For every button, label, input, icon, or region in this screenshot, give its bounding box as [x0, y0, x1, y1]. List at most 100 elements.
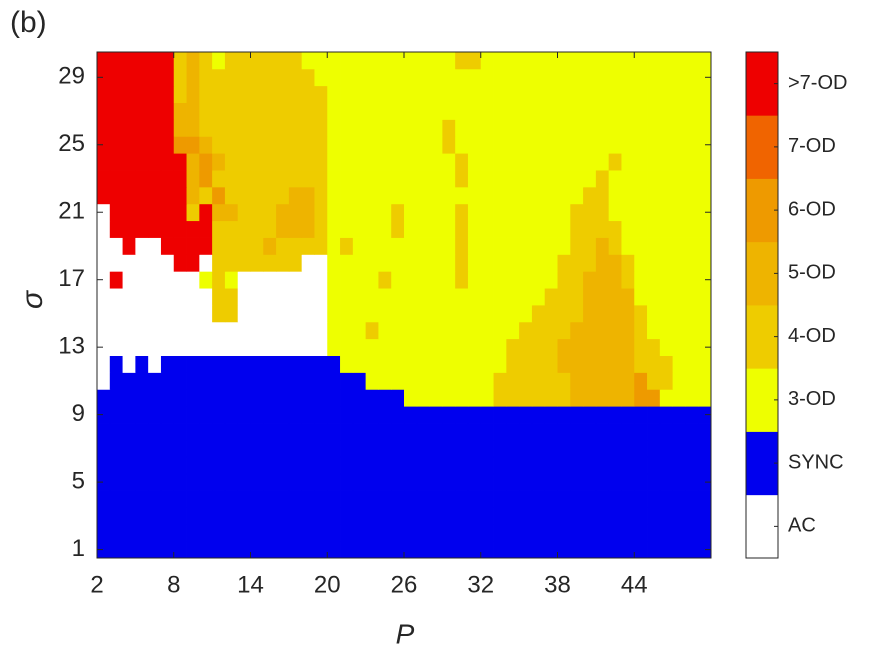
heatmap-cell — [429, 203, 443, 222]
heatmap-cell — [365, 355, 379, 373]
heatmap-cell — [160, 338, 175, 356]
heatmap-cell — [365, 288, 379, 306]
heatmap-cell — [199, 186, 213, 205]
heatmap-cell — [122, 254, 136, 272]
heatmap-cell — [493, 102, 507, 120]
heatmap-cell — [647, 456, 661, 475]
heatmap-cell — [672, 389, 686, 407]
heatmap-cell — [365, 136, 379, 154]
heatmap-cell — [263, 102, 277, 120]
heatmap-cell — [148, 102, 162, 120]
heatmap-cell — [455, 102, 469, 120]
heatmap-cell — [237, 423, 251, 441]
x-tick-label: 14 — [237, 571, 264, 598]
heatmap-cell — [416, 372, 430, 390]
heatmap-cell — [544, 52, 558, 70]
heatmap-cell — [276, 321, 290, 340]
heatmap-cell — [455, 524, 469, 542]
heatmap-cell — [250, 119, 264, 137]
heatmap-cell — [288, 288, 303, 306]
heatmap-cell — [685, 372, 699, 390]
heatmap-cell — [416, 153, 430, 171]
colorbar-swatch — [746, 305, 778, 369]
heatmap-cell — [621, 507, 635, 525]
heatmap-cell — [519, 456, 533, 475]
heatmap-cell — [634, 52, 648, 70]
heatmap-cell — [480, 136, 494, 154]
heatmap-cell — [352, 203, 367, 222]
heatmap-cell — [659, 186, 674, 205]
heatmap-cell — [352, 321, 367, 340]
heatmap-cell — [160, 170, 175, 188]
heatmap-cell — [570, 186, 584, 205]
heatmap-cell — [314, 406, 328, 424]
heatmap-cell — [634, 136, 648, 154]
heatmap-cell — [148, 524, 162, 542]
heatmap-cell — [186, 220, 200, 238]
heatmap-cell — [391, 372, 405, 390]
heatmap-cell — [416, 85, 430, 103]
heatmap-cell — [621, 473, 635, 491]
heatmap-cell — [263, 271, 277, 289]
heatmap-cell — [148, 372, 162, 390]
heatmap-cell — [493, 170, 507, 188]
heatmap-cell — [391, 338, 405, 356]
heatmap-cell — [557, 473, 571, 491]
heatmap-cell — [583, 406, 597, 424]
heatmap-cell — [519, 439, 533, 458]
heatmap-cell — [519, 203, 533, 222]
heatmap-cell — [276, 490, 290, 508]
heatmap-cell — [595, 507, 610, 525]
heatmap-cell — [391, 439, 405, 458]
heatmap-cell — [506, 170, 520, 188]
heatmap-cell — [263, 541, 277, 559]
heatmap-cell — [148, 541, 162, 559]
heatmap-cell — [647, 220, 661, 238]
heatmap-cell — [237, 186, 251, 205]
heatmap-cell — [391, 355, 405, 373]
heatmap-cell — [595, 423, 610, 441]
heatmap-cell — [659, 271, 674, 289]
heatmap-cell — [685, 490, 699, 508]
heatmap-cell — [250, 186, 264, 205]
heatmap-cell — [531, 524, 546, 542]
heatmap-cell — [544, 439, 558, 458]
heatmap-cell — [455, 439, 469, 458]
heatmap-cell — [97, 524, 111, 542]
heatmap-cell — [97, 338, 111, 356]
heatmap-cell — [276, 338, 290, 356]
heatmap-cell — [250, 102, 264, 120]
heatmap-cell — [160, 68, 175, 87]
heatmap-cell — [160, 119, 175, 137]
heatmap-cell — [647, 85, 661, 103]
heatmap-cell — [634, 153, 648, 171]
heatmap-cell — [698, 406, 712, 424]
heatmap-cell — [365, 406, 379, 424]
heatmap-cell — [378, 423, 392, 441]
heatmap-cell — [634, 507, 648, 525]
heatmap-cell — [544, 456, 558, 475]
heatmap-cell — [199, 271, 213, 289]
heatmap-cell — [288, 541, 303, 559]
heatmap-cell — [148, 52, 162, 70]
heatmap-cell — [467, 524, 482, 542]
heatmap-cell — [544, 170, 558, 188]
heatmap-cell — [659, 153, 674, 171]
heatmap-cell — [570, 136, 584, 154]
heatmap-cell — [340, 254, 354, 272]
heatmap-cell — [698, 170, 712, 188]
heatmap-cell — [583, 321, 597, 340]
heatmap-cell — [531, 541, 546, 559]
heatmap-cell — [621, 136, 635, 154]
heatmap-cell — [173, 153, 187, 171]
heatmap-cell — [288, 170, 303, 188]
heatmap-cell — [416, 220, 430, 238]
heatmap-cell — [519, 288, 533, 306]
heatmap-cell — [531, 338, 546, 356]
heatmap-cell — [570, 355, 584, 373]
heatmap-cell — [659, 237, 674, 255]
heatmap-cell — [467, 490, 482, 508]
y-tick-label: 13 — [58, 333, 85, 360]
heatmap-cell — [352, 541, 367, 559]
heatmap-cell — [109, 153, 123, 171]
